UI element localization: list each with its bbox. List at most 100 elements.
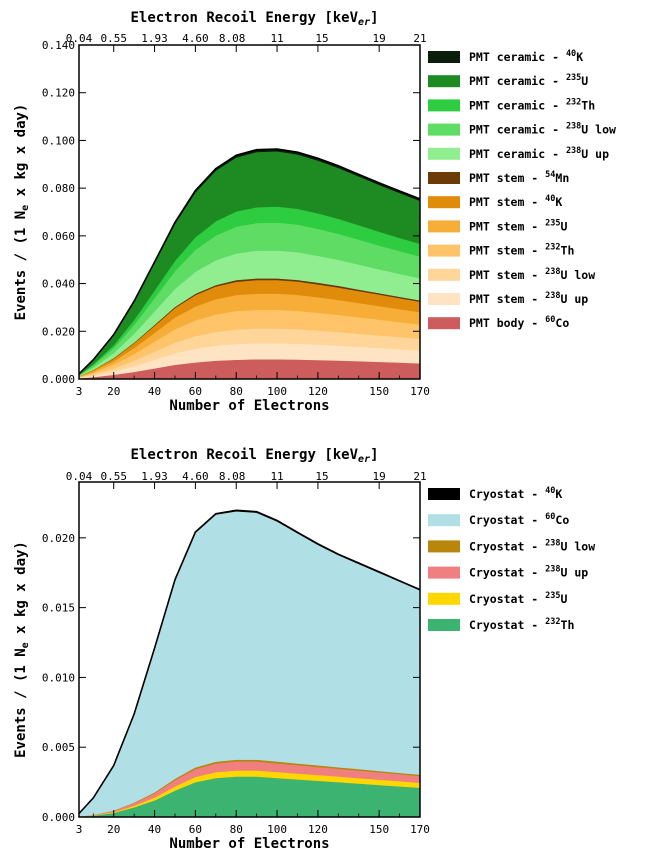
legend-label: PMT stem - 238U low [469, 267, 595, 282]
top-tick-label-6: 15 [315, 32, 328, 45]
legend-label: PMT stem - 235U [469, 218, 568, 233]
top-tick-label-1: 0.55 [100, 470, 127, 483]
top-axis-title: Electron Recoil Energy [keVer] [130, 10, 378, 28]
y-tick-label-1: 0.005 [42, 741, 75, 754]
y-tick-label-2: 0.040 [42, 278, 75, 291]
top-tick-label-3: 4.60 [182, 470, 209, 483]
x-tick-label-6: 120 [308, 823, 328, 836]
legend-swatch [428, 566, 460, 579]
x-axis: 3 20 40 60 80 100 120 150 170 [76, 45, 430, 398]
y-axis: 0.000 0.020 0.040 0.060 0.080 0.100 0.120 0.140 [42, 39, 420, 386]
legend-swatch [428, 244, 460, 257]
legend-swatch [428, 268, 460, 281]
legend-item: PMT stem - 40K [428, 194, 562, 209]
y-tick-label-7: 0.140 [42, 39, 75, 52]
legend-label: Cryostat - 238U low [469, 538, 595, 553]
top-tick-label-7: 19 [373, 470, 386, 483]
y-tick-label-3: 0.015 [42, 602, 75, 615]
legend-swatch [428, 540, 460, 553]
top-tick-label-6: 15 [315, 470, 328, 483]
legend-swatch [428, 488, 460, 500]
legend-item: Cryostat - 40K [428, 486, 562, 501]
chart-pmt-backgrounds: 3 20 40 60 80 100 120 150 170 0.04 0.55 1.93 4.60 8.0… [13, 10, 616, 414]
x-tick-label-7: 150 [369, 823, 389, 836]
x-tick-label-0: 3 [76, 823, 83, 836]
x-tick-label-3: 60 [189, 823, 202, 836]
y-tick-label-2: 0.010 [42, 671, 75, 684]
x-tick-label-8: 170 [410, 823, 430, 836]
x-tick-label-1: 20 [107, 823, 120, 836]
legend-item: PMT stem - 235U [428, 218, 568, 233]
legend-item: Cryostat - 235U [428, 591, 568, 606]
legend-item: PMT stem - 232Th [428, 243, 574, 258]
legend-swatch [428, 514, 460, 527]
stacked-areas [78, 148, 421, 380]
top-tick-label-7: 19 [373, 32, 386, 45]
top-tick-label-8: 21 [413, 470, 426, 483]
x-tick-label-3: 60 [189, 385, 202, 398]
x-tick-label-7: 150 [369, 385, 389, 398]
x-tick-label-1: 20 [107, 385, 120, 398]
y-tick-label-0: 0.000 [42, 373, 75, 386]
x-tick-label-2: 40 [148, 823, 161, 836]
plot-frame [78, 44, 421, 380]
top-tick-label-0: 0.04 [66, 32, 93, 45]
y-tick-label-3: 0.060 [42, 230, 75, 243]
y-tick-label-6: 0.120 [42, 87, 75, 100]
legend-swatch [428, 293, 460, 305]
legend-item: PMT stem - 54Mn [428, 170, 569, 185]
legend-item: Cryostat - 238U low [428, 538, 595, 553]
legend-swatch [428, 196, 460, 209]
legend-label: Cryostat - 238U up [469, 565, 588, 580]
legend-item: PMT ceramic - 232Th [428, 97, 595, 112]
stacked-areas [78, 509, 421, 818]
top-axis: 0.04 0.55 1.93 4.60 8.08 11 15 19 21 Electron Rec… [66, 447, 427, 483]
legend-label: PMT stem - 232Th [469, 243, 574, 258]
legend-item: PMT ceramic - 235U [428, 73, 588, 88]
x-axis-title: Number of Electrons [169, 398, 329, 414]
legend: Cryostat - 40K Cryostat - 60Co Cryostat - … [428, 486, 595, 632]
legend-swatch [428, 220, 460, 233]
legend-swatch [428, 619, 460, 631]
y-tick-label-4: 0.020 [42, 532, 75, 545]
top-axis: 0.04 0.55 1.93 4.60 8.08 11 15 19 21 Electron Rec… [66, 10, 427, 45]
legend-label: Cryostat - 40K [469, 486, 562, 501]
legend-label: PMT ceramic - 40K [469, 49, 583, 64]
top-tick-label-1: 0.55 [100, 32, 127, 45]
legend-swatch [428, 99, 460, 112]
x-tick-label-4: 80 [230, 823, 243, 836]
x-axis-title: Number of Electrons [169, 836, 329, 851]
x-tick-label-2: 40 [148, 385, 161, 398]
legend-item: Cryostat - 238U up [428, 565, 588, 580]
legend-swatch [428, 123, 460, 136]
top-tick-label-0: 0.04 [66, 470, 93, 483]
y-tick-label-5: 0.100 [42, 134, 75, 147]
legend-item: Cryostat - 60Co [428, 512, 569, 527]
legend-swatch [428, 51, 460, 63]
legend-swatch [428, 147, 460, 160]
legend-label: Cryostat - 60Co [469, 512, 569, 527]
legend-swatch [428, 317, 460, 330]
legend-label: PMT stem - 54Mn [469, 170, 569, 185]
legend-label: PMT ceramic - 232Th [469, 97, 595, 112]
x-tick-label-6: 120 [308, 385, 328, 398]
legend-item: PMT ceramic - 238U low [428, 122, 616, 137]
legend-item: PMT ceramic - 40K [428, 49, 583, 64]
legend-swatch [428, 172, 460, 184]
legend-label: PMT stem - 238U up [469, 291, 588, 306]
y-axis-title: Events / (1 Ne x kg x day) [13, 104, 31, 321]
top-axis-title: Electron Recoil Energy [keVer] [130, 447, 378, 465]
legend-label: Cryostat - 235U [469, 591, 568, 606]
total-outline [78, 509, 421, 815]
x-axis: 3 20 40 60 80 100 120 150 170 [76, 482, 430, 836]
legend-label: PMT ceramic - 235U [469, 73, 588, 88]
legend-item: PMT stem - 238U up [428, 291, 588, 306]
legend-swatch [428, 592, 460, 605]
y-axis-title: Events / (1 Ne x kg x day) [13, 541, 31, 758]
top-tick-label-4: 8.08 [219, 470, 246, 483]
y-tick-label-4: 0.080 [42, 182, 75, 195]
legend: PMT ceramic - 40K PMT ceramic - 235U PMT c… [428, 49, 616, 330]
legend-label: PMT ceramic - 238U low [469, 122, 616, 137]
legend-label: PMT body - 60Co [469, 315, 569, 330]
